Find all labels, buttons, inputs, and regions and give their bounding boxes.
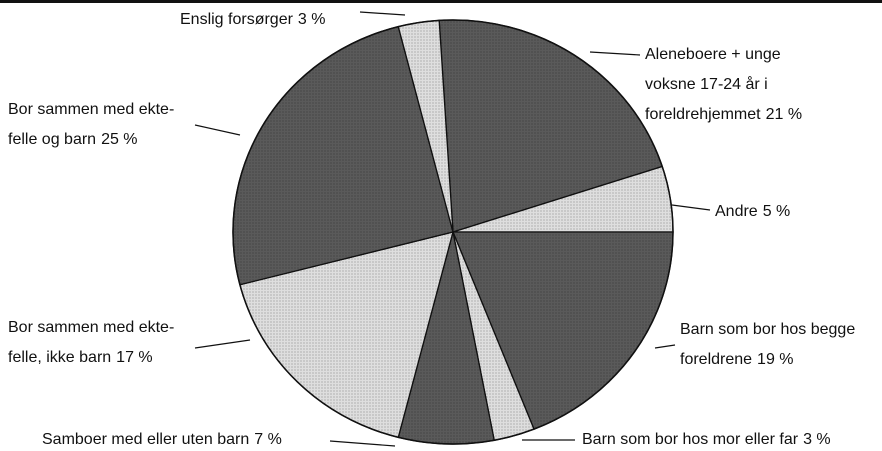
value-label: 5 % xyxy=(763,203,791,220)
slice-texture xyxy=(398,20,453,232)
value-label: 21 % xyxy=(766,106,802,123)
slice-label: felle, ikke barn xyxy=(8,349,111,366)
slice-label: Bor sammen med ekte- xyxy=(8,101,174,118)
slice-texture xyxy=(239,232,453,438)
leader-line xyxy=(359,11,406,16)
value-label: 7 % xyxy=(254,431,282,448)
slice-label: voksne 17-24 år i xyxy=(645,75,768,93)
leader-line xyxy=(194,124,241,136)
slice-label: Aleneboere + unge xyxy=(645,46,781,63)
slice-label: felle og barn xyxy=(8,131,96,148)
value-label: 3 % xyxy=(298,11,326,28)
slice-label: Samboer med eller uten barn xyxy=(42,431,249,448)
value-label: 19 % xyxy=(757,351,793,368)
leader-line xyxy=(671,204,711,211)
slice-label: Enslig forsørger xyxy=(180,11,294,28)
slice-texture xyxy=(453,232,673,430)
slice-label: foreldrehjemmet xyxy=(645,106,761,123)
leader-line xyxy=(589,51,641,56)
pie-outline xyxy=(232,19,674,445)
value-label: 3 % xyxy=(803,431,831,448)
leader-line xyxy=(329,440,396,447)
slice-texture xyxy=(233,26,453,285)
slice-label: Barn som bor hos mor eller far xyxy=(582,431,799,448)
slice-label: foreldrene xyxy=(680,351,752,368)
slice-texture xyxy=(439,20,663,232)
slice-label: Andre xyxy=(715,203,758,220)
value-label: 17 % xyxy=(116,349,152,366)
leader-line xyxy=(654,344,676,349)
slice-texture xyxy=(453,232,534,441)
slice-label: Barn som bor hos begge xyxy=(680,321,855,338)
slice-texture xyxy=(398,232,495,444)
leader-line xyxy=(194,339,251,349)
top-border xyxy=(0,0,882,3)
slice-label: Bor sammen med ekte- xyxy=(8,319,174,336)
slice-texture xyxy=(453,166,673,232)
value-label: 25 % xyxy=(101,131,137,148)
